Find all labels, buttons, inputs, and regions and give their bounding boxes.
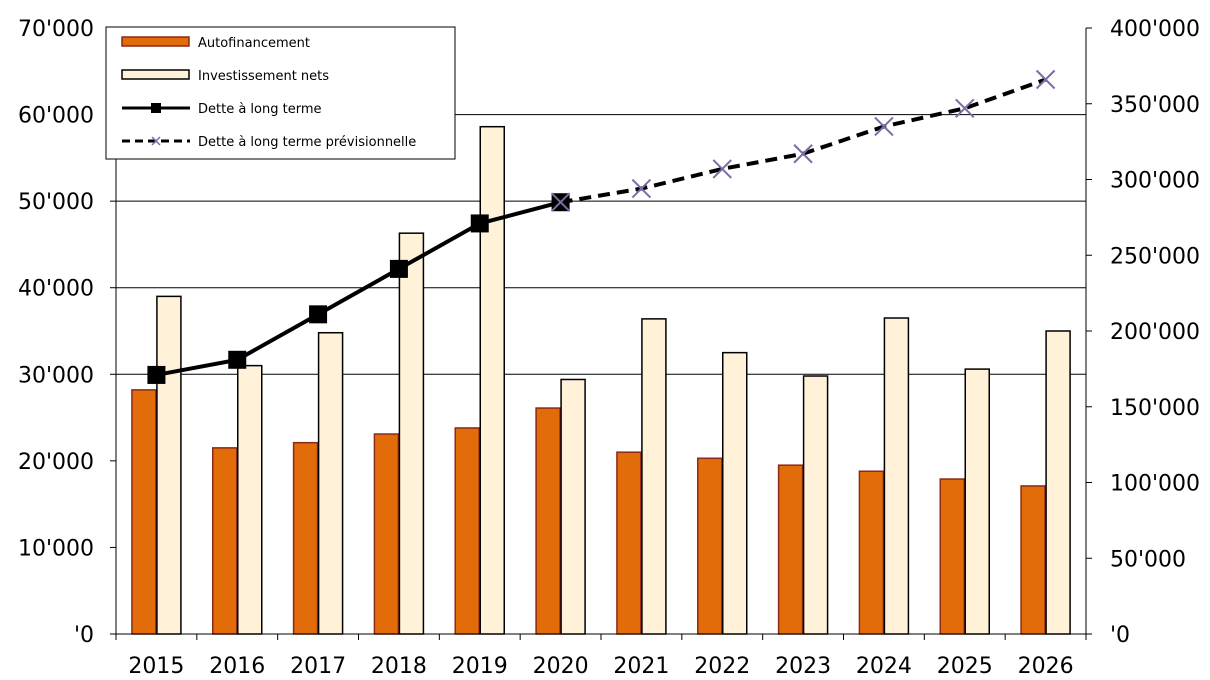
- x-tick-label: 2021: [613, 654, 669, 679]
- x-tick-label: 2016: [209, 654, 265, 679]
- bar-autofinancement-2024: [858, 470, 885, 635]
- marker-dette-prev-2025: [955, 98, 975, 119]
- y-left-tick-label: 20'000: [18, 450, 94, 475]
- bar-investissement-2023: [802, 375, 829, 635]
- y-right-tick-label: 400'000: [1110, 17, 1200, 42]
- bar-investissement-2016: [237, 364, 263, 635]
- legend: Autofinancement Investissement nets Dett…: [105, 26, 456, 160]
- bar-investissement-2019: [479, 125, 505, 635]
- bar-investissement-2022: [722, 351, 748, 635]
- y-right-tick-label: 300'000: [1110, 169, 1200, 194]
- line-dette-previsionnelle: [560, 77, 1047, 205]
- bar-investissement-2018: [398, 232, 425, 635]
- bar-investissement-2024: [883, 317, 910, 635]
- legend-item-dette: Dette à long terme: [122, 102, 322, 117]
- x-tick-label: 2025: [937, 654, 993, 679]
- y-right-tick-label: 100'000: [1110, 472, 1200, 497]
- x-tick-label: 2019: [452, 654, 508, 679]
- bar-autofinancement-2018: [373, 433, 400, 635]
- bar-autofinancement-2015: [131, 389, 157, 635]
- bar-autofinancement-2026: [1020, 485, 1046, 635]
- bar-autofinancement-2021: [616, 451, 642, 635]
- x-tick-label: 2018: [371, 654, 427, 679]
- legend-label-investissement: Investissement nets: [198, 69, 329, 84]
- x-tick-label: 2017: [290, 654, 346, 679]
- legend-marker-dette: [151, 103, 161, 113]
- y-right-tick-label: 350'000: [1110, 93, 1200, 118]
- legend-box: [105, 26, 456, 160]
- x-tick-label: 2015: [128, 654, 184, 679]
- line-dette: [156, 200, 562, 377]
- marker-dette-prev-2024: [874, 116, 894, 137]
- bar-investissement-2025: [964, 368, 990, 635]
- legend-label-autofinancement: Autofinancement: [198, 36, 310, 51]
- marker-dette-2016: [228, 350, 247, 369]
- y-left-tick-label: '0: [74, 623, 94, 648]
- y-axis-left-ticks: '0 10'000 20'000 30'000 40'000 50'000 60'000 70…: [18, 17, 116, 648]
- bar-autofinancement-2017: [292, 441, 319, 635]
- legend-label-dette-prev: Dette à long terme prévisionnelle: [198, 135, 416, 150]
- x-tick-label: 2020: [533, 654, 589, 679]
- x-axis-ticks: 2015 2016 2017 2018 2019 2020 2021 2022 2023 2024…: [128, 654, 1073, 679]
- marker-dette-prev-2023: [793, 144, 813, 164]
- y-right-tick-label: '0: [1110, 623, 1130, 648]
- bars: [131, 125, 1071, 635]
- y-right-tick-label: 50'000: [1110, 547, 1186, 572]
- legend-item-investissement: Investissement nets: [121, 69, 329, 84]
- marker-dette-2017: [309, 305, 328, 324]
- marker-dette-prev-2020: [550, 192, 571, 212]
- y-left-tick-label: 40'000: [18, 277, 94, 302]
- x-tick-label: 2026: [1018, 654, 1074, 679]
- y-right-tick-label: 150'000: [1110, 396, 1200, 421]
- legend-marker-dette-prev: [151, 136, 161, 146]
- legend-item-autofinancement: Autofinancement: [121, 36, 310, 51]
- marker-dette-prev-2021: [631, 178, 652, 199]
- bar-autofinancement-2025: [939, 478, 965, 635]
- y-left-tick-label: 70'000: [18, 17, 94, 42]
- y-right-tick-label: 200'000: [1110, 320, 1200, 345]
- marker-dette-prev-2026: [1035, 69, 1056, 90]
- y-right-tick-label: 250'000: [1110, 244, 1200, 269]
- x-tick-label: 2022: [694, 654, 750, 679]
- legend-item-dette-prev: Dette à long terme prévisionnelle: [122, 135, 416, 150]
- x-tick-label: 2023: [775, 654, 831, 679]
- legend-label-dette: Dette à long terme: [198, 102, 322, 117]
- bar-investissement-2015: [156, 295, 182, 635]
- legend-swatch-autofinancement: [121, 36, 190, 47]
- bar-autofinancement-2022: [697, 457, 723, 635]
- marker-dette-2019: [470, 214, 489, 233]
- marker-dette-2015: [147, 365, 166, 384]
- y-left-tick-label: 10'000: [18, 536, 94, 561]
- bar-autofinancement-2023: [777, 464, 804, 635]
- y-left-tick-label: 30'000: [18, 363, 94, 388]
- marker-dette-2018: [389, 259, 408, 278]
- y-axis-right-ticks: '0 50'000 100'000 150'000 200'000 250'000 300'…: [1086, 17, 1200, 648]
- bar-autofinancement-2016: [212, 447, 238, 635]
- y-left-tick-label: 50'000: [18, 190, 94, 215]
- bar-investissement-2020: [560, 378, 586, 635]
- legend-swatch-investissement: [121, 69, 190, 80]
- bar-autofinancement-2019: [454, 427, 480, 635]
- bar-investissement-2026: [1045, 330, 1071, 635]
- marker-dette-prev-2022: [712, 159, 732, 179]
- y-left-tick-label: 60'000: [18, 104, 94, 129]
- line-series: [147, 69, 1056, 384]
- x-tick-label: 2024: [856, 654, 912, 679]
- bar-autofinancement-2020: [535, 407, 561, 635]
- bar-investissement-2021: [641, 318, 667, 635]
- bar-investissement-2017: [317, 331, 344, 635]
